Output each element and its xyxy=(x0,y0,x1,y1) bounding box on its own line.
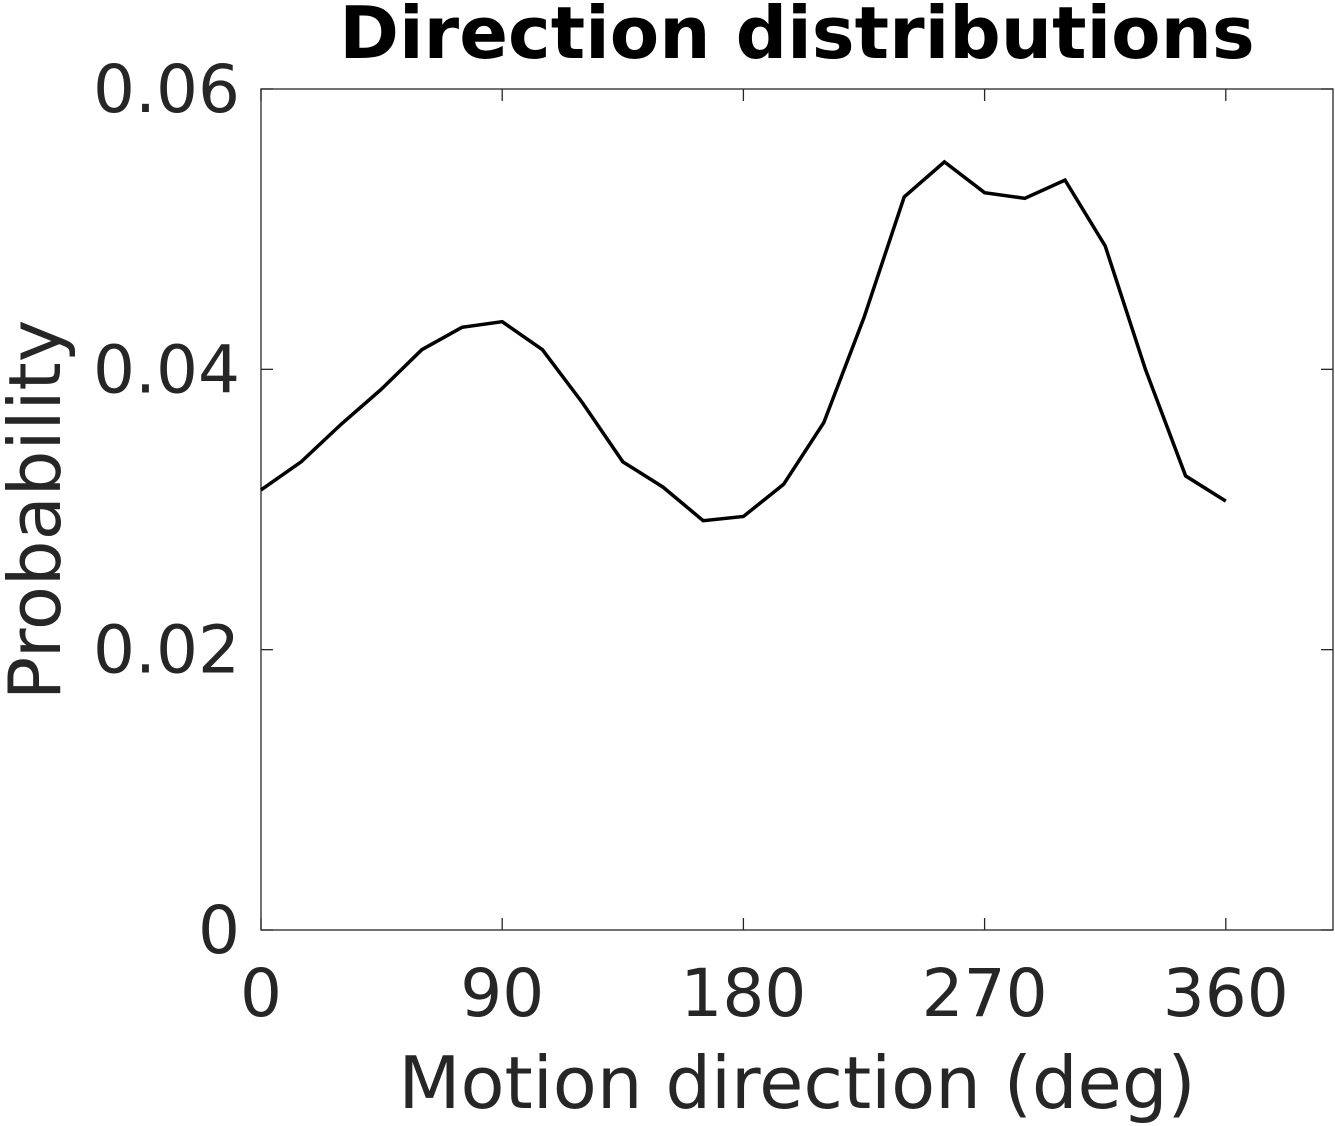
y-tick-label: 0 xyxy=(198,892,240,969)
x-tick-label: 90 xyxy=(460,955,544,1032)
chart-title: Direction distributions xyxy=(339,0,1255,75)
y-tick-label: 0.06 xyxy=(93,51,240,128)
x-tick-label: 180 xyxy=(680,955,806,1032)
y-tick-label: 0.02 xyxy=(93,612,240,689)
plot-area: 0 90 180 270 360 0 0.02 0.04 0.06 xyxy=(93,51,1334,1032)
x-tick-label: 0 xyxy=(240,955,282,1032)
x-axis-label: Motion direction (deg) xyxy=(398,1041,1195,1125)
y-tick-label: 0.04 xyxy=(93,331,240,408)
series-line xyxy=(259,159,1227,523)
axes-box xyxy=(260,88,1334,931)
y-axis-label: Probability xyxy=(0,320,77,701)
x-tick-label: 360 xyxy=(1163,955,1289,1032)
x-tick-label: 270 xyxy=(922,955,1048,1032)
